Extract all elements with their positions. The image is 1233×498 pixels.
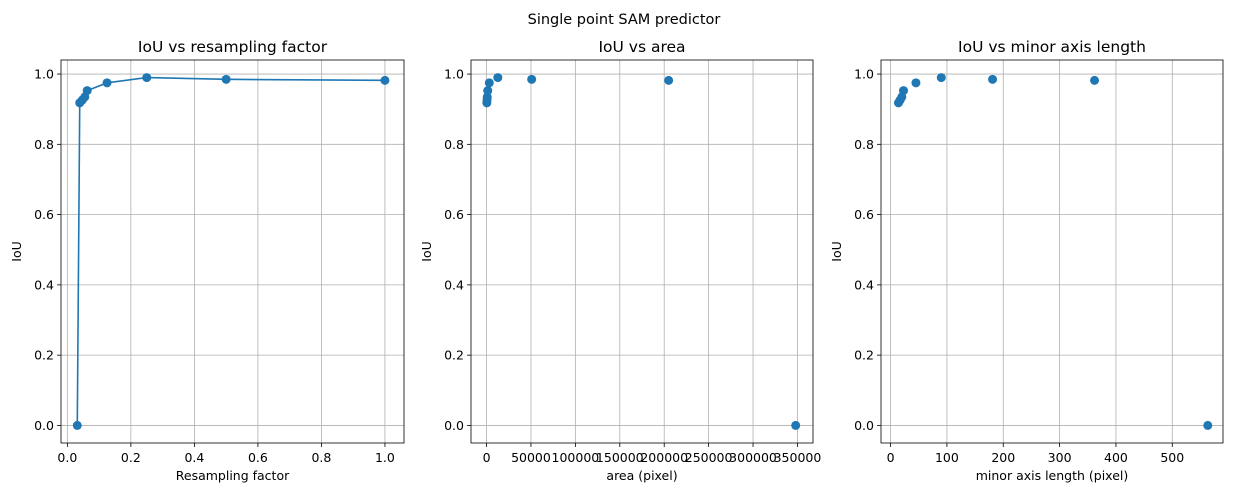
x-tick-label: 0 [887, 450, 895, 465]
y-tick-label: 0.0 [34, 418, 54, 433]
x-tick-label: 0.6 [248, 450, 268, 465]
y-axis-label: IoU [829, 241, 844, 261]
data-point [72, 420, 82, 430]
y-tick-label: 1.0 [34, 67, 54, 82]
y-tick-label: 1.0 [444, 67, 464, 82]
x-tick-label: 1.0 [375, 450, 395, 465]
data-point [899, 86, 909, 96]
chart-panel-1: 0.0 0.2 0.4 0.6 0.8 1.0 0.0 0.2 0.4 0.6 0.8 1.0 IoU … [9, 38, 405, 483]
x-tick-label: 300000 [729, 450, 777, 465]
x-tick-label: 300 [1048, 450, 1072, 465]
data-point [1203, 420, 1213, 430]
axes-frame [470, 59, 814, 444]
y-tick-label: 0.6 [444, 207, 464, 222]
axes-frame [880, 59, 1224, 444]
data-point [484, 78, 494, 88]
y-tick-label: 0.2 [854, 348, 874, 363]
x-tick-label: 0.0 [57, 450, 77, 465]
x-tick-label: 0.8 [311, 450, 331, 465]
x-tick-label: 500 [1160, 450, 1184, 465]
data-point [221, 74, 231, 84]
x-axis-label: minor axis length (pixel) [976, 468, 1129, 483]
y-tick-label: 0.4 [854, 277, 874, 292]
data-point [483, 86, 493, 96]
data-point [1090, 75, 1100, 85]
data-point [988, 74, 998, 84]
data-point [791, 420, 801, 430]
y-axis-label: IoU [419, 241, 434, 261]
x-tick-label: 0.2 [121, 450, 141, 465]
y-tick-label: 0.8 [34, 137, 54, 152]
series-line [76, 76, 385, 426]
figure-suptitle: Single point SAM predictor [528, 12, 721, 28]
x-tick-label: 400 [1104, 450, 1128, 465]
x-tick-label: 0 [483, 450, 491, 465]
data-point [493, 73, 503, 83]
axes-frame [60, 59, 405, 444]
y-axis-label: IoU [9, 241, 24, 261]
x-axis-label: Resampling factor [176, 468, 290, 483]
data-point [936, 73, 946, 83]
data-point [380, 75, 390, 85]
x-tick-label: 0.4 [184, 450, 204, 465]
y-tick-label: 0.2 [444, 348, 464, 363]
y-tick-label: 0.6 [34, 207, 54, 222]
chart-title: IoU vs resampling factor [138, 38, 328, 56]
y-tick-label: 0.8 [854, 137, 874, 152]
x-tick-label: 50000 [511, 450, 551, 465]
x-tick-label: 150000 [596, 450, 644, 465]
data-point [527, 74, 537, 84]
data-point [102, 78, 112, 88]
data-point [664, 75, 674, 85]
chart-title: IoU vs area [598, 38, 685, 56]
x-tick-label: 100000 [552, 450, 600, 465]
y-tick-label: 0.6 [854, 207, 874, 222]
y-tick-label: 0.4 [34, 277, 54, 292]
x-tick-label: 250000 [685, 450, 733, 465]
x-tick-label: 350000 [774, 450, 822, 465]
y-tick-label: 0.0 [444, 418, 464, 433]
y-tick-label: 0.2 [34, 348, 54, 363]
x-tick-label: 200000 [640, 450, 688, 465]
data-point [142, 73, 152, 83]
y-tick-label: 1.0 [854, 67, 874, 82]
data-point [82, 86, 92, 96]
chart-panel-3: 0 100 200 300 400 500 0.0 0.2 0.4 0.6 0.8 1.0 IoU vs… [829, 38, 1224, 483]
x-tick-label: 200 [991, 450, 1015, 465]
y-tick-label: 0.4 [444, 277, 464, 292]
x-tick-label: 100 [935, 450, 959, 465]
y-tick-label: 0.0 [854, 418, 874, 433]
y-tick-label: 0.8 [444, 137, 464, 152]
chart-panel-2: 0 50000 1000001500002000002500003000003500… [419, 38, 821, 483]
x-axis-label: area (pixel) [606, 468, 677, 483]
chart-title: IoU vs minor axis length [958, 38, 1146, 56]
data-point [911, 78, 921, 88]
